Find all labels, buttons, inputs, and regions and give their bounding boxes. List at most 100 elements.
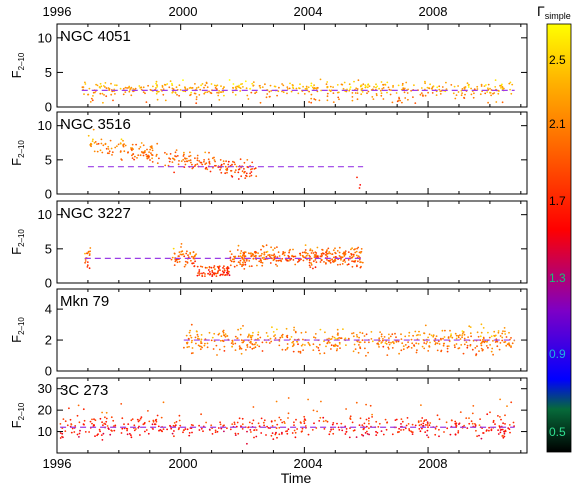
data-point (243, 161, 246, 164)
data-point (250, 91, 253, 94)
data-point (106, 425, 109, 427)
data-point (368, 417, 370, 420)
data-point (171, 432, 174, 435)
data-point (251, 334, 254, 337)
data-point (316, 246, 319, 249)
data-point (235, 87, 238, 90)
data-point (263, 253, 266, 255)
data-point (321, 254, 323, 257)
data-point (297, 350, 300, 353)
data-point (351, 265, 354, 268)
data-point (214, 431, 217, 434)
data-point (182, 158, 185, 161)
data-point (365, 354, 367, 357)
data-point (301, 343, 304, 346)
data-point (302, 259, 305, 262)
data-point (415, 351, 418, 354)
data-point (198, 338, 201, 340)
data-point (241, 265, 243, 268)
data-point (365, 403, 367, 406)
data-point (232, 160, 234, 163)
data-point (387, 348, 390, 350)
data-point (304, 344, 306, 346)
data-point (230, 260, 233, 263)
data-point (223, 269, 226, 272)
data-point (427, 336, 429, 339)
data-point (343, 253, 346, 256)
data-point (144, 92, 146, 95)
data-point (327, 247, 330, 250)
bottom-x-tick-labels: 1996 2000 2004 2008 (43, 456, 448, 471)
data-point (196, 163, 199, 166)
data-point (390, 341, 392, 344)
data-point (478, 424, 481, 426)
data-point (392, 341, 395, 343)
data-point (354, 92, 357, 94)
data-point (510, 345, 512, 347)
data-point (278, 86, 280, 89)
data-point (309, 266, 312, 268)
data-point (323, 340, 325, 343)
data-point (204, 266, 207, 269)
data-point (130, 94, 133, 97)
data-point (247, 98, 250, 100)
data-point (224, 333, 227, 335)
data-point (499, 416, 501, 418)
data-point (367, 84, 369, 86)
y-axis-label: F2–10 (9, 317, 26, 343)
data-point (194, 336, 197, 339)
data-point (186, 250, 188, 253)
data-point (340, 83, 343, 86)
data-point (320, 258, 323, 261)
data-point (253, 436, 255, 439)
data-point (303, 420, 305, 423)
data-point (237, 168, 240, 171)
data-point (335, 344, 338, 347)
data-point (274, 433, 277, 436)
data-point (437, 340, 440, 343)
data-point (171, 91, 174, 94)
data-point (281, 421, 284, 424)
data-point (361, 339, 364, 341)
data-point (332, 92, 335, 94)
data-point (316, 410, 318, 413)
data-point (428, 424, 431, 427)
data-point (240, 347, 243, 350)
data-point (325, 83, 328, 85)
data-point (414, 102, 417, 104)
data-point (427, 436, 430, 439)
data-point (320, 253, 323, 255)
data-point (303, 422, 306, 425)
data-point (315, 254, 318, 256)
data-point (114, 93, 116, 95)
data-point (198, 429, 201, 431)
data-point (287, 417, 289, 419)
data-point (244, 80, 247, 83)
data-point (86, 261, 89, 263)
data-point (106, 152, 109, 155)
data-point (400, 349, 403, 352)
data-point (223, 268, 226, 270)
data-point (212, 272, 215, 275)
data-point (330, 338, 333, 340)
data-point (99, 149, 102, 152)
data-point (197, 272, 200, 274)
data-point (141, 151, 143, 153)
data-point (508, 424, 511, 426)
data-point (264, 83, 266, 86)
data-point (155, 80, 158, 83)
data-point (287, 397, 290, 399)
data-point (59, 432, 62, 434)
data-point (331, 253, 333, 256)
data-point (408, 428, 410, 430)
data-point (77, 404, 80, 407)
data-point (426, 434, 428, 437)
data-point (287, 412, 290, 415)
data-point (213, 332, 216, 335)
data-point (365, 418, 368, 421)
y-axis-label: F2–10 (9, 402, 26, 428)
data-point (116, 145, 118, 148)
data-point (105, 147, 108, 150)
data-point (480, 342, 482, 345)
data-point (96, 150, 99, 153)
